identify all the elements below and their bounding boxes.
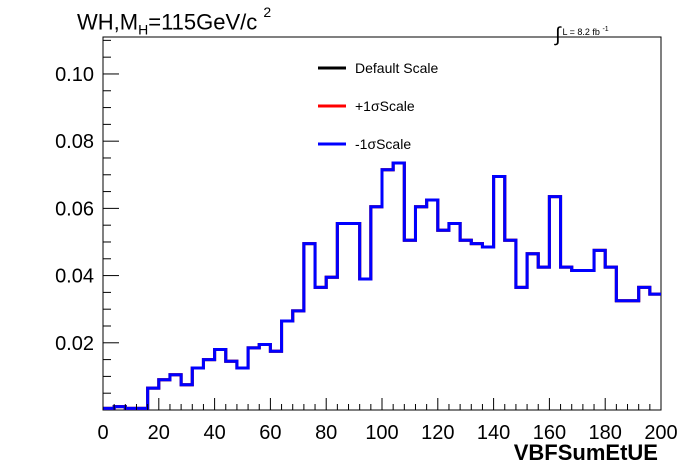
plot-frame [102,36,662,411]
chart-title: WH,MH=115GeV/c 2 [77,4,271,38]
x-tick-label: 120 [421,422,454,444]
title-superscript: 2 [263,4,272,20]
title-subscript: H [138,21,149,38]
y-tick-label: 0.10 [55,64,94,86]
legend-label: Default Scale [355,60,438,76]
x-tick-label: 60 [259,422,281,444]
x-tick-label: 140 [477,422,510,444]
plot-border [102,36,662,411]
x-tick-label: 200 [644,422,677,444]
legend-label: +1σScale [355,98,415,114]
histogram-series [103,161,661,410]
y-tick-label: 0.02 [55,333,94,355]
title-main: WH,M [77,9,139,35]
x-tick-label: 160 [533,422,566,444]
luminosity-exponent: -1 [602,26,609,33]
x-tick-label: 20 [148,422,170,444]
x-tick-label: 80 [315,422,337,444]
x-tick-label: 0 [97,422,108,444]
x-tick-label: 180 [589,422,622,444]
legend: Default Scale +1σScale -1σScale [318,60,438,152]
integral-symbol: ∫ [555,24,561,46]
x-tick-label: 40 [203,422,225,444]
axes: 0 20 40 60 80 100 120 140 160 180 200 0.02 0.04 0.06 0… [55,39,678,444]
x-axis-label: VBFSumEtUE [513,440,658,465]
histogram-line-2 [103,161,661,410]
y-tick-label: 0.08 [55,131,94,153]
luminosity-label: ∫ L = 8.2 fb -1 [555,18,609,46]
legend-label: -1σScale [355,136,411,152]
luminosity-text: L = 8.2 fb [562,27,600,37]
x-tick-label: 100 [365,422,398,444]
title-rest: =115GeV/c [148,9,258,35]
y-tick-label: 0.04 [55,266,94,288]
y-tick-label: 0.06 [55,198,94,220]
